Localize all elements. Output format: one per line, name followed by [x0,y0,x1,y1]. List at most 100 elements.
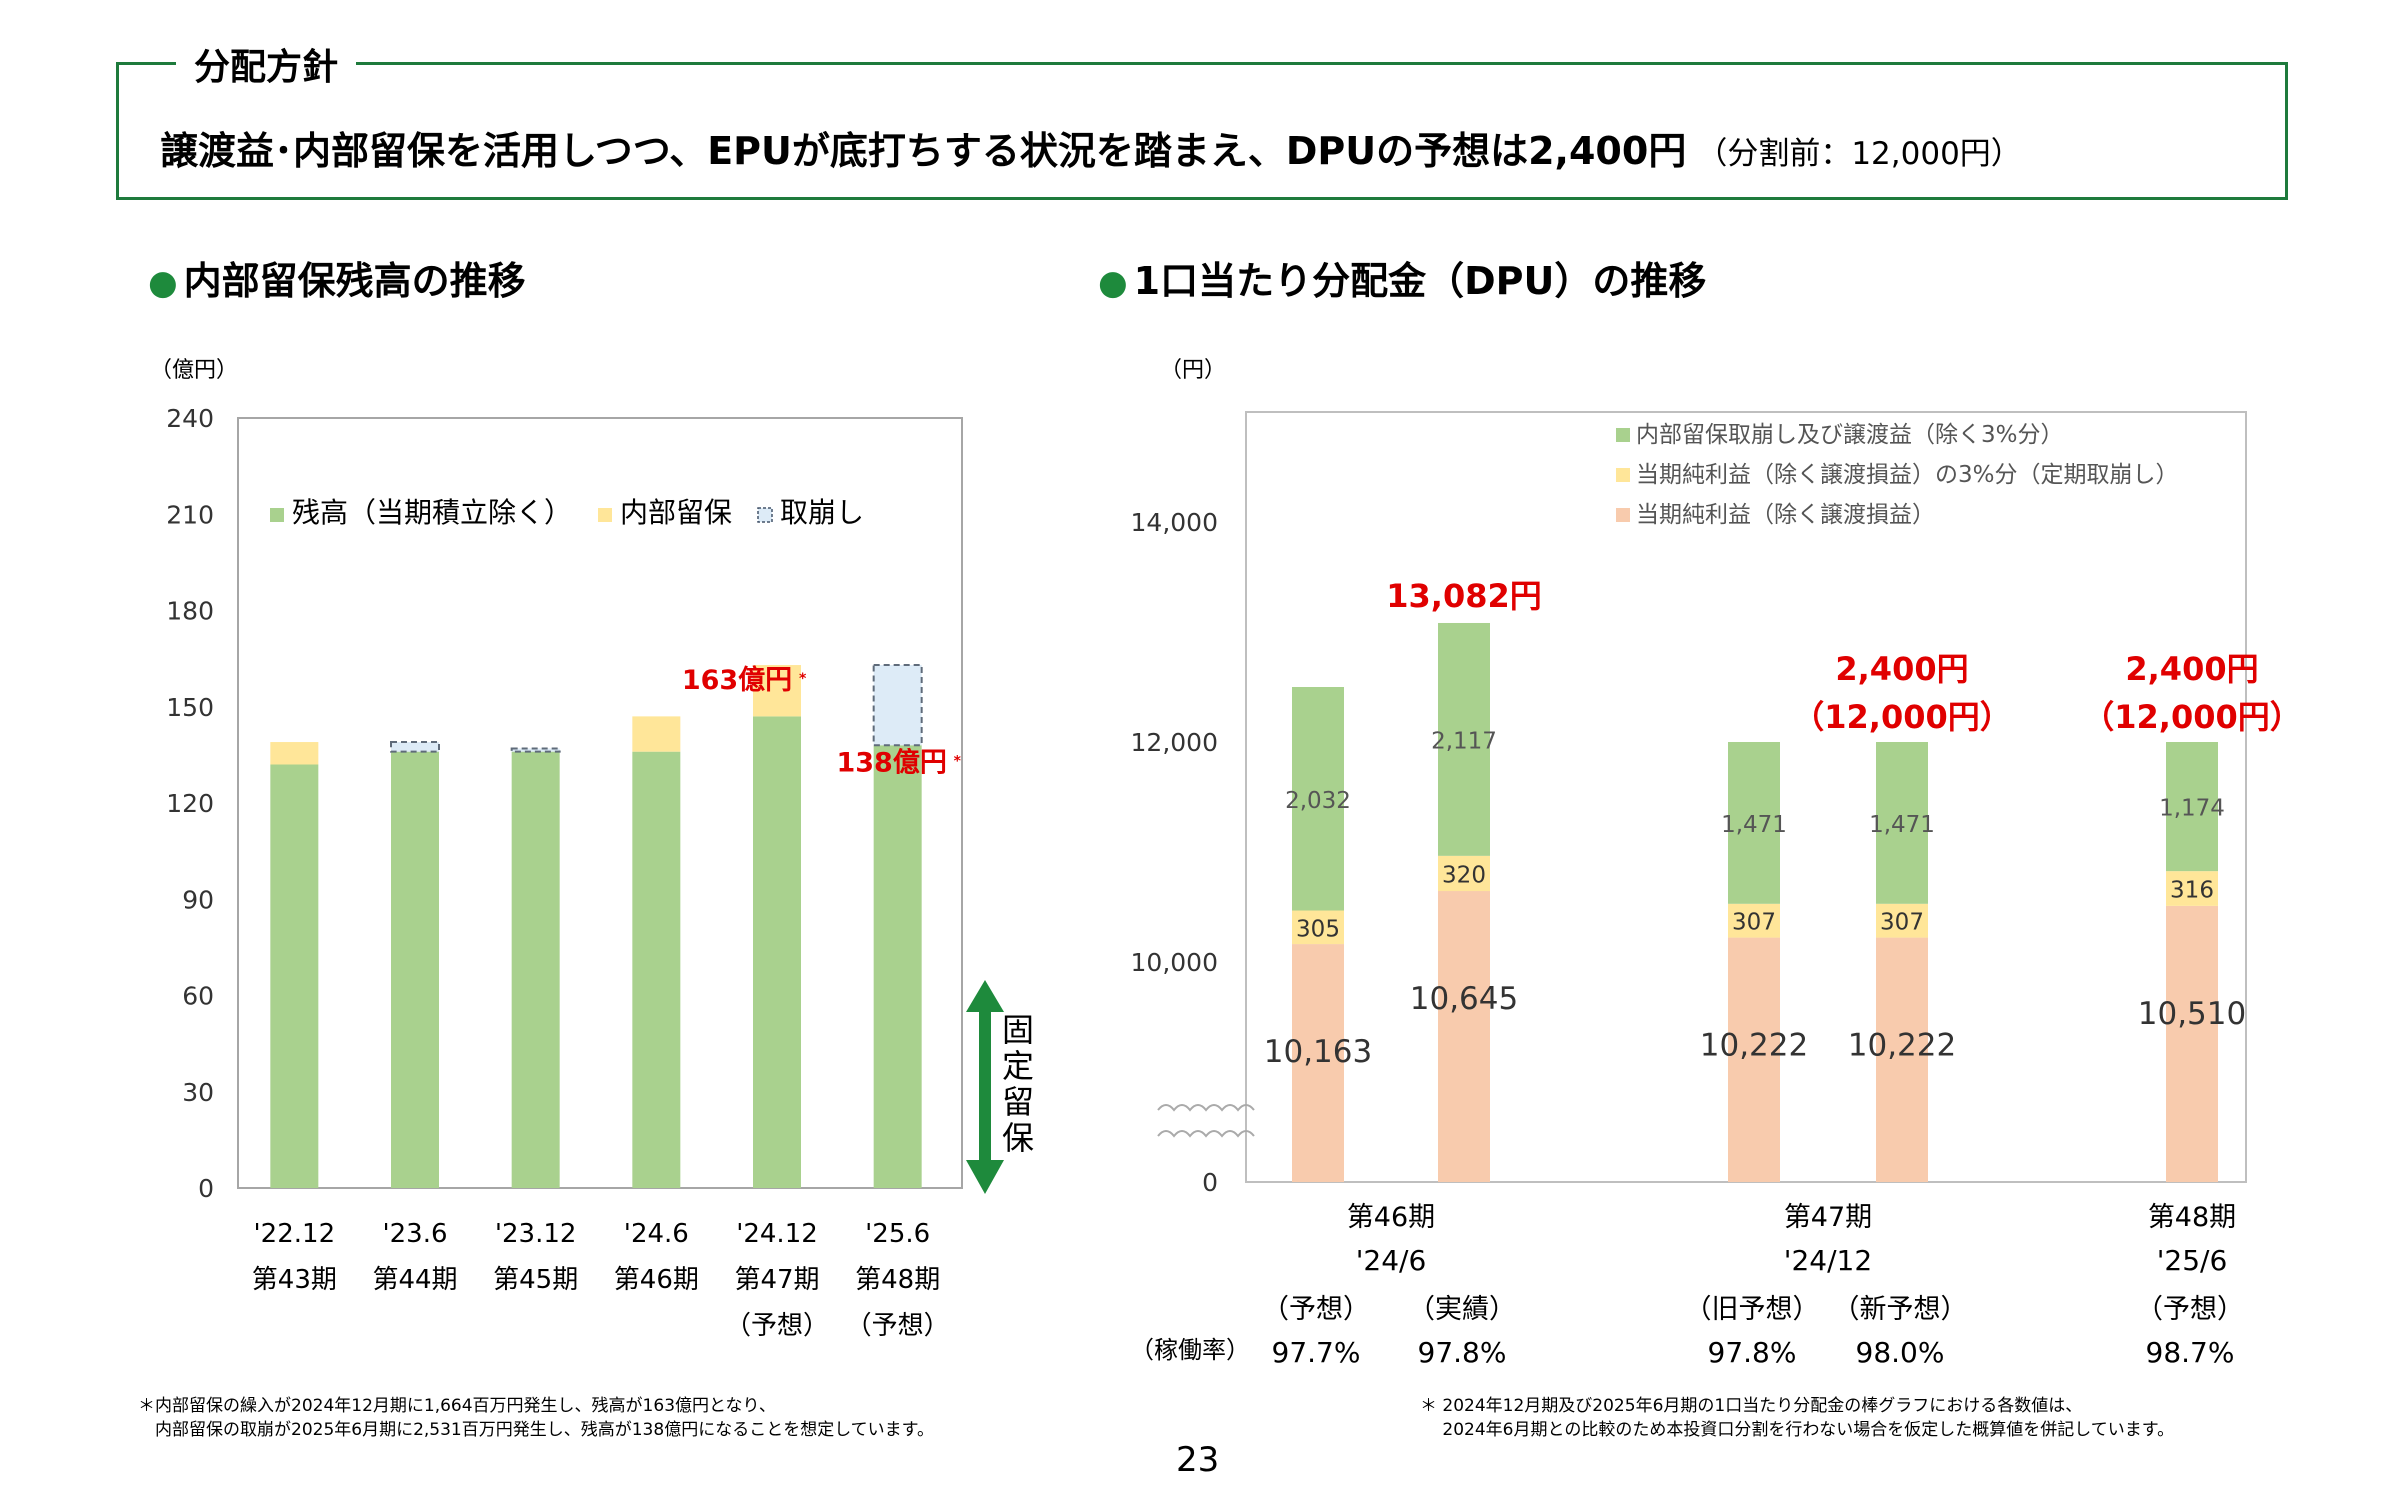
legend-label: 残高（当期積立除く） [292,496,572,529]
occupancy-value: 98.0% [1856,1336,1945,1369]
right-unit-label: （円） [1160,358,1227,383]
three-pct-label: 307 [1880,910,1924,936]
annotation-asterisk: * [954,753,962,769]
net-income-label: 10,645 [1410,981,1518,1017]
group-period-label: '24/6 [1356,1244,1427,1277]
bar-segment-three-pct [2166,871,2218,906]
net-income-label: 10,510 [2138,996,2246,1032]
dpu-total-sub-label: （12,000円） [1792,698,2012,736]
bar-status-label: （予想） [2136,1294,2244,1325]
dpu-total-label: 2,400円 [1835,650,1968,688]
left-unit-label: （億円） [150,358,239,383]
bar-segment [873,745,922,1188]
dpu-total-label: 13,082円 [1386,577,1542,615]
y-tick-label: 210 [166,500,214,529]
bullet-dot-icon: ● [1098,263,1128,303]
reserve-label: 2,032 [1285,788,1351,814]
y-tick-label: 12,000 [1131,728,1218,757]
dpu-total-sub-label: （12,000円） [2082,698,2302,736]
bar-segment-net-income [2166,905,2218,1182]
x-period-label: '24.6 [624,1219,689,1249]
bar-segment-reserve [1292,687,1344,911]
retained-earnings-chart: 0 30 60 90 120 150 180 210 240 残高（当期積立除く） 内部留保 取崩し '… [166,404,963,1341]
group-period-label: '25/6 [2157,1244,2228,1277]
x-note-label: （予想） [846,1311,950,1341]
occupancy-value: 97.7% [1272,1336,1361,1369]
axis-break-icon [1157,1104,1255,1112]
group-term-label: 第46期 [1347,1202,1435,1233]
x-term-label: 第46期 [614,1265,699,1295]
three-pct-label: 305 [1296,916,1340,942]
reserve-label: 1,471 [1869,812,1935,838]
x-period-label: '25.6 [865,1219,930,1249]
bar-segment-three-pct [1876,903,1928,938]
legend-swatch [1616,428,1630,442]
bar-segment-reserve [1728,742,1780,904]
legend-label: 取崩し [780,496,864,529]
x-period-label: '23.6 [382,1219,447,1249]
legend-swatch [1616,468,1630,482]
group-period-label: '24/12 [1784,1244,1872,1277]
policy-text: 譲渡益･内部留保を活用しつつ、EPUが底打ちする状況を踏まえ、DPUの予想は2,… [160,129,1687,173]
bar-status-label: （予想） [1262,1294,1370,1325]
annotation-asterisk: * [799,671,807,687]
bar-segment [390,741,440,753]
group-term-label: 第47期 [1784,1202,1872,1233]
bar-segment [511,751,560,1188]
dpu-chart: 0 10,000 12,000 14,000 内部留保取崩し及び譲渡益（除く3%分） 当期… [1130,411,2302,1369]
left-plot-area [237,417,963,1189]
x-term-label: 第44期 [372,1265,457,1295]
y-tick-label: 14,000 [1131,508,1218,537]
dpu-total-label: 2,400円 [2125,650,2258,688]
occupancy-caption: （稼働率） [1130,1336,1250,1364]
axis-break-icon [1157,1130,1255,1138]
legend-swatch [598,508,612,522]
bar-segment-three-pct [1438,855,1490,892]
bar-status-label: （新予想） [1833,1294,1968,1325]
x-term-label: 第47期 [734,1265,819,1295]
occupancy-value: 97.8% [1418,1336,1507,1369]
x-term-label: 第45期 [493,1265,578,1295]
net-income-label: 10,163 [1264,1034,1372,1070]
bar-segment [270,764,319,1188]
bar-segment [753,716,801,1188]
bar-segment-three-pct [1728,903,1780,938]
legend-label: 内部留保取崩し及び譲渡益（除く3%分） [1636,422,2064,448]
legend-swatch [757,507,773,523]
y-tick-label: 120 [166,789,214,818]
bar-segment-reserve [1438,622,1490,856]
x-term-label: 第48期 [855,1265,940,1295]
bullet-dot-icon: ● [148,263,178,303]
policy-statement: 譲渡益･内部留保を活用しつつ、EPUが底打ちする状況を踏まえ、DPUの予想は2,… [160,120,2022,175]
page-number: 23 [1176,1440,1220,1480]
legend-label: 内部留保 [620,496,732,529]
legend-label: 当期純利益（除く譲渡損益） [1636,502,1935,528]
legend-swatch [270,508,284,522]
bar-segment [632,716,681,752]
three-pct-label: 316 [2170,878,2214,904]
value-annotation: 138億円 [836,747,946,778]
three-pct-label: 320 [1442,862,1486,888]
reserve-label: 1,174 [2159,796,2225,822]
bar-segment-net-income [1438,891,1490,945]
bar-segment [872,664,923,747]
bar-segment-net-income [1292,944,1344,1182]
bar-status-label: （実績） [1408,1294,1516,1325]
occupancy-value: 97.8% [1708,1336,1797,1369]
y-tick-label: 10,000 [1131,948,1218,977]
fixed-reserve-arrow-icon [966,980,1004,1194]
bar-segment [753,665,801,717]
policy-box [116,62,2288,200]
left-section-title: ● 内部留保残高の推移 [148,259,526,303]
y-tick-label: 30 [182,1078,214,1107]
policy-note: （分割前：12,000円） [1696,136,2022,172]
y-tick-label: 60 [182,982,214,1011]
x-period-label: '24.12 [736,1219,818,1249]
y-tick-label: 90 [182,885,214,914]
bar-segment [270,742,319,765]
bar-segment-three-pct [1292,910,1344,945]
right-footnote: ＊ 2024年12月期及び2025年6月期の1口当たり分配金の棒グラフにおける各… [1420,1396,2175,1440]
y-tick-label: 240 [166,404,214,433]
bar-status-label: （旧予想） [1685,1294,1820,1325]
x-term-label: 第43期 [252,1265,337,1295]
